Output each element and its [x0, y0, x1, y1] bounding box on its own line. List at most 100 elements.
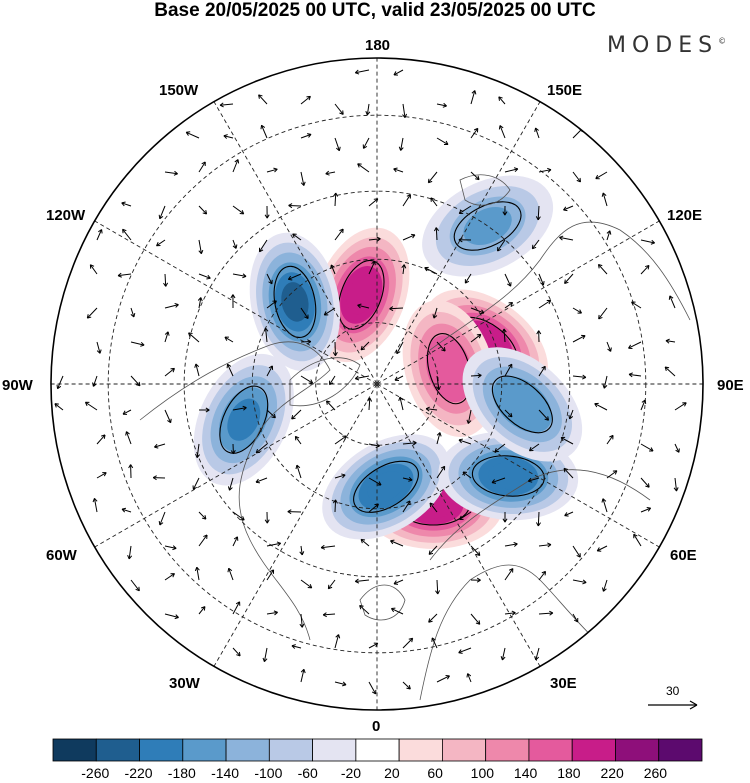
wind-vector — [368, 443, 380, 448]
wind-vector — [402, 500, 411, 513]
colorbar-swatch — [658, 738, 703, 762]
wind-vector — [601, 579, 608, 592]
wind-vector — [130, 579, 140, 592]
wind-vector — [266, 365, 274, 377]
meridian-line — [94, 383, 377, 548]
wind-vectors — [54, 69, 687, 695]
wind-vector — [606, 341, 612, 352]
colorbar-swatch — [268, 738, 314, 762]
wind-vector — [470, 90, 477, 105]
wind-vector — [266, 610, 278, 616]
colorbar-tick-label: -60 — [297, 765, 318, 781]
negative-anomaly-siberia-streamline — [219, 385, 269, 454]
wind-vector — [536, 330, 542, 343]
wind-vector — [597, 263, 608, 275]
wind-vector — [232, 647, 241, 657]
wind-vector — [156, 239, 166, 247]
wind-vector — [531, 239, 540, 250]
wind-vector — [368, 477, 382, 486]
wind-vector — [402, 681, 411, 690]
wind-vector — [266, 273, 273, 285]
wind-vector — [122, 228, 132, 241]
wind-vector — [117, 272, 132, 278]
wind-vector — [158, 205, 166, 220]
wind-vector — [436, 137, 449, 146]
wind-vector — [572, 171, 581, 183]
wind-vector — [598, 307, 608, 320]
negative-anomaly-siberia — [193, 353, 294, 486]
wind-vector — [535, 511, 541, 527]
wind-vector — [198, 534, 208, 547]
wind-vector — [232, 205, 245, 215]
wind-vector — [197, 297, 203, 309]
wind-vector — [266, 167, 278, 173]
wind-vector — [389, 306, 404, 312]
wind-vector — [325, 400, 336, 411]
wind-vector — [572, 579, 587, 585]
colorbar-swatch — [398, 738, 443, 762]
colorbar-tick-label: 260 — [643, 765, 668, 781]
wind-vector — [198, 273, 211, 280]
wind-vector — [227, 477, 234, 491]
wind-vector — [291, 644, 302, 649]
colorbar-tick-label: 140 — [513, 765, 538, 781]
wind-vector — [332, 499, 338, 513]
wind-vector — [534, 127, 540, 139]
wind-vector — [674, 443, 680, 453]
wind-vector — [232, 601, 241, 615]
colorbar-swatch — [571, 738, 616, 762]
wind-vector — [125, 431, 132, 445]
wind-vector — [462, 471, 472, 479]
wind-vector — [362, 137, 370, 149]
wind-vector — [458, 205, 472, 215]
wind-vector — [640, 477, 650, 488]
wind-vector — [470, 373, 482, 379]
wind-vector — [292, 233, 302, 241]
wind-vector — [538, 610, 554, 616]
wind-vector — [601, 192, 608, 207]
wind-vector — [390, 539, 404, 547]
negative-anomaly-pacific-streamline — [453, 201, 522, 251]
wind-vector — [300, 133, 312, 139]
wind-vector — [164, 367, 175, 377]
wind-vector — [86, 307, 98, 319]
wind-vector — [393, 69, 404, 76]
wind-vector — [504, 167, 519, 173]
wind-vector — [458, 647, 472, 654]
wind-vector — [121, 201, 132, 207]
wind-vector — [628, 372, 642, 378]
wind-vector — [602, 375, 608, 389]
wind-vector — [334, 681, 347, 687]
wind-vector — [263, 327, 269, 343]
wind-vector — [127, 545, 133, 560]
wind-vector — [572, 334, 586, 343]
colorbar-swatch — [95, 738, 140, 762]
wind-vector — [154, 443, 166, 449]
colorbar — [52, 738, 703, 762]
wind-vector — [266, 569, 275, 581]
colorbar-tick-label: 60 — [427, 765, 443, 781]
wind-vector — [232, 405, 247, 411]
wind-vector — [538, 167, 552, 173]
lon-label-0: 0 — [372, 718, 381, 735]
wind-vector — [122, 409, 132, 415]
wind-vector — [601, 498, 608, 513]
wind-vector — [194, 566, 200, 581]
wind-vector — [368, 642, 379, 649]
latitude-circle — [251, 258, 503, 510]
wind-vector — [498, 96, 506, 105]
wind-vector — [393, 167, 404, 173]
wind-vector — [230, 443, 236, 455]
wind-vector — [334, 634, 341, 649]
lon-label-150w: 150W — [159, 82, 199, 99]
wind-vector — [470, 307, 485, 315]
wind-vector — [232, 273, 247, 279]
wind-vector — [527, 477, 540, 483]
wind-vector — [504, 273, 512, 287]
meridian-line — [377, 220, 660, 385]
wind-vector — [538, 409, 550, 421]
negative-anomaly-yakutia-streamline — [273, 265, 317, 339]
wind-vector — [435, 579, 441, 595]
vector-scale-label: 30 — [666, 684, 680, 698]
wind-vector — [668, 295, 676, 309]
